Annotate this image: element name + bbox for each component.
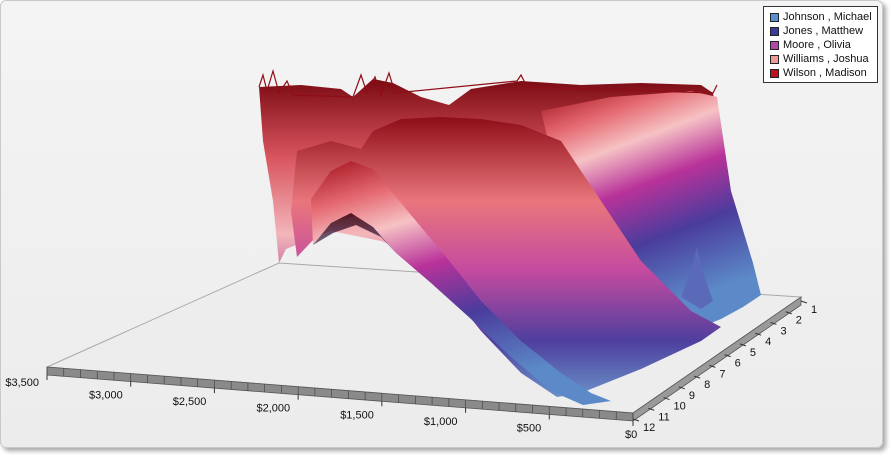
legend-label: Wilson , Madison — [783, 67, 867, 79]
x-axis-tick-label: $3,500 — [5, 377, 39, 389]
legend-item: Moore , Olivia — [764, 38, 877, 52]
depth-axis-tick-label: 10 — [674, 401, 686, 413]
x-axis-tick-label: $2,500 — [173, 396, 207, 408]
depth-axis-tick — [693, 375, 701, 379]
depth-axis-tick — [755, 332, 762, 336]
depth-axis-tick — [800, 300, 808, 304]
legend-swatch — [770, 68, 779, 78]
surface-chart: $3,500 $3,000 $2,500 $2,000 $1,500 $1,000 $500… — [5, 68, 817, 441]
legend-label: Johnson , Michael — [783, 11, 872, 23]
x-axis-tick-label: $0 — [625, 429, 637, 441]
depth-axis-tick-label: 12 — [643, 422, 655, 434]
depth-axis-tick-label: 1 — [811, 304, 817, 316]
legend-label: Jones , Matthew — [783, 25, 864, 37]
depth-axis-tick — [648, 407, 655, 411]
legend-item: Jones , Matthew — [764, 24, 877, 38]
legend-item: Williams , Joshua — [764, 52, 877, 66]
depth-axis-tick — [724, 354, 731, 358]
chart-frame: $3,500 $3,000 $2,500 $2,000 $1,500 $1,000 $500… — [0, 0, 883, 448]
x-axis-labels: $3,500 $3,000 $2,500 $2,000 $1,500 $1,000 $500… — [5, 377, 637, 441]
legend-item: Wilson , Madison — [764, 66, 877, 80]
surface-spike — [681, 247, 713, 309]
surface-shadow — [313, 213, 396, 253]
legend-label: Williams , Joshua — [783, 53, 869, 65]
depth-axis-tick-label: 7 — [719, 368, 725, 380]
depth-axis-tick-label: 9 — [689, 390, 695, 402]
x-axis-tick-label: $1,000 — [424, 416, 458, 428]
depth-axis-tick-label: 6 — [735, 358, 741, 370]
surface-mid-ridge — [291, 117, 721, 397]
depth-axis-tick — [663, 397, 670, 401]
x-axis-ticks — [46, 367, 634, 426]
legend-item: Johnson , Michael — [764, 10, 877, 24]
surface-front-fold — [311, 161, 611, 405]
surface-right-wing — [541, 91, 761, 327]
depth-axis-tick — [770, 321, 777, 325]
depth-axis-tick — [709, 364, 716, 368]
legend-swatch — [770, 54, 779, 64]
depth-axis-tick-label: 8 — [704, 379, 710, 391]
depth-axis-ticks — [632, 300, 808, 422]
legend-label: Moore , Olivia — [783, 39, 851, 51]
x-axis-tick-label: $2,000 — [256, 403, 290, 415]
depth-axis-tick-label: 3 — [780, 325, 786, 337]
depth-axis-tick — [785, 311, 792, 315]
x-axis-tick-label: $3,000 — [89, 390, 123, 402]
depth-axis-tick-label: 11 — [658, 411, 669, 423]
legend: Johnson , Michael Jones , Matthew Moore , … — [763, 6, 878, 83]
legend-swatch — [770, 12, 779, 22]
x-axis-tick-label: $500 — [517, 422, 541, 434]
depth-axis-tick — [739, 343, 747, 347]
depth-axis-tick — [678, 386, 685, 390]
surface-fringe — [258, 68, 718, 98]
legend-swatch — [770, 26, 779, 36]
x-axis-tick-label: $1,500 — [340, 409, 374, 421]
depth-axis-tick-label: 5 — [750, 347, 756, 359]
depth-axis-tick-label: 4 — [765, 336, 771, 348]
depth-axis-tick-label: 2 — [796, 315, 802, 327]
legend-swatch — [770, 40, 779, 50]
depth-axis-tick — [632, 418, 640, 422]
